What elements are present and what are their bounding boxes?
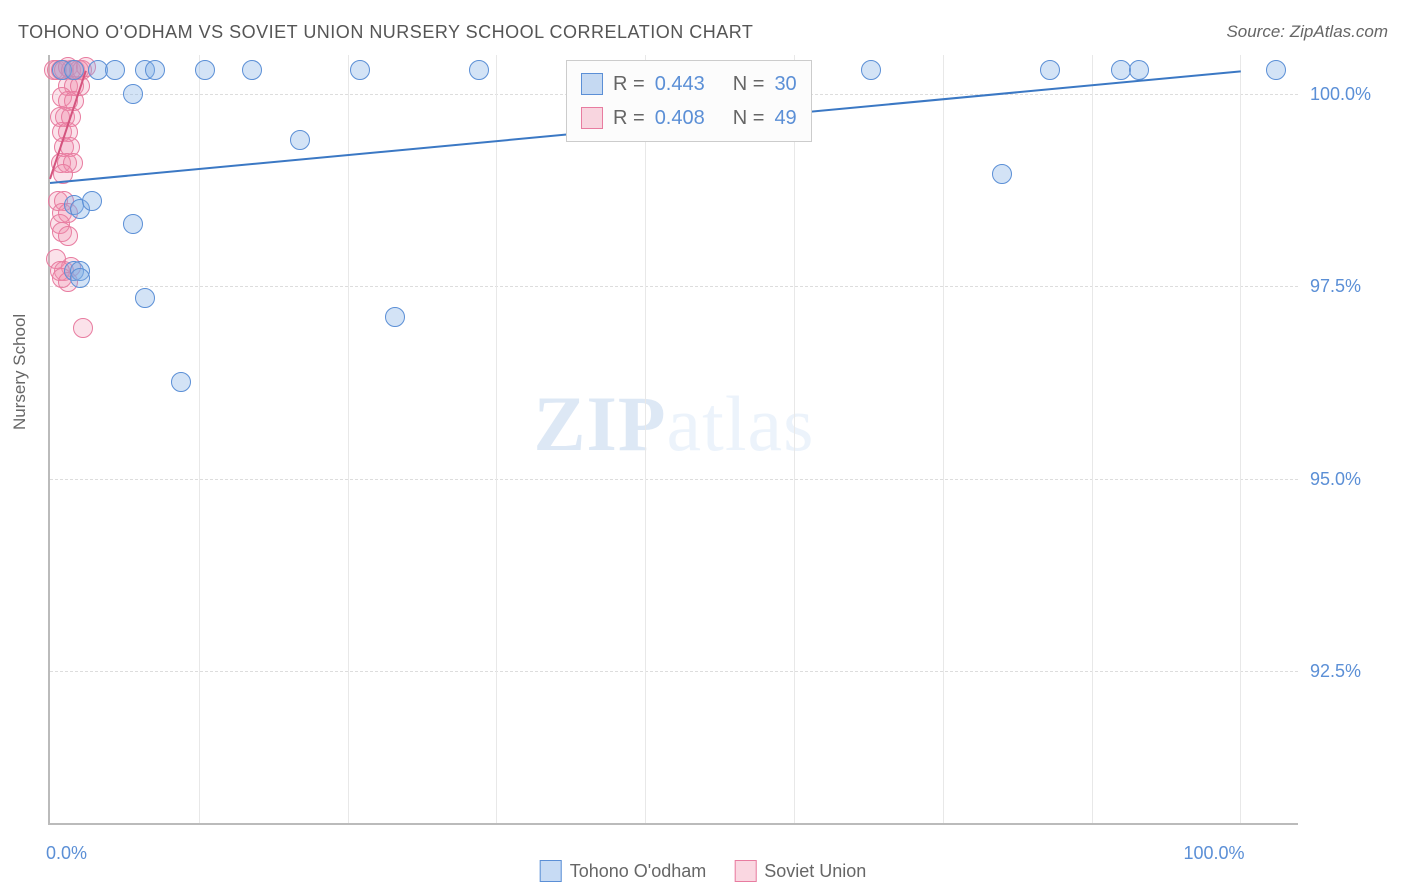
legend-item: Soviet Union: [734, 860, 866, 882]
scatter-point: [123, 84, 143, 104]
gridline-horizontal: [50, 671, 1298, 672]
stats-box: R = 0.443 N = 30 R = 0.408 N = 49: [566, 60, 812, 142]
gridline-vertical: [199, 55, 200, 823]
gridline-vertical: [943, 55, 944, 823]
scatter-point: [70, 268, 90, 288]
watermark-light: atlas: [667, 380, 815, 467]
scatter-point: [1266, 60, 1286, 80]
gridline-vertical: [794, 55, 795, 823]
correlation-chart: TOHONO O'ODHAM VS SOVIET UNION NURSERY S…: [0, 0, 1406, 892]
stat-r-value: 0.443: [655, 67, 705, 101]
scatter-point: [64, 60, 84, 80]
scatter-point: [861, 60, 881, 80]
stat-row: R = 0.408 N = 49: [581, 101, 797, 135]
scatter-point: [350, 60, 370, 80]
scatter-point: [123, 214, 143, 234]
y-tick-label: 100.0%: [1310, 84, 1390, 105]
legend-swatch-icon: [734, 860, 756, 882]
y-axis-label: Nursery School: [10, 314, 30, 430]
stat-n-value: 49: [774, 101, 796, 135]
chart-title: TOHONO O'ODHAM VS SOVIET UNION NURSERY S…: [18, 22, 753, 43]
legend-item: Tohono O'odham: [540, 860, 707, 882]
scatter-point: [242, 60, 262, 80]
gridline-horizontal: [50, 479, 1298, 480]
gridline-vertical: [645, 55, 646, 823]
stat-n-label: N =: [733, 67, 765, 101]
scatter-point: [469, 60, 489, 80]
scatter-point: [82, 191, 102, 211]
scatter-point: [58, 226, 78, 246]
y-tick-label: 92.5%: [1310, 661, 1390, 682]
y-tick-label: 95.0%: [1310, 469, 1390, 490]
scatter-point: [195, 60, 215, 80]
stat-r-label: R =: [613, 101, 645, 135]
stat-swatch-icon: [581, 107, 603, 129]
scatter-point: [145, 60, 165, 80]
x-tick-label: 0.0%: [46, 843, 87, 864]
source-label: Source: ZipAtlas.com: [1226, 22, 1388, 42]
scatter-point: [290, 130, 310, 150]
scatter-point: [1129, 60, 1149, 80]
scatter-point: [73, 318, 93, 338]
stat-r-value: 0.408: [655, 101, 705, 135]
scatter-point: [171, 372, 191, 392]
gridline-vertical: [1092, 55, 1093, 823]
gridline-vertical: [348, 55, 349, 823]
y-tick-label: 97.5%: [1310, 276, 1390, 297]
scatter-point: [135, 288, 155, 308]
scatter-point: [105, 60, 125, 80]
scatter-point: [385, 307, 405, 327]
watermark: ZIPatlas: [534, 379, 815, 469]
x-tick-label: 100.0%: [1183, 843, 1244, 864]
watermark-bold: ZIP: [534, 380, 667, 467]
legend-swatch-icon: [540, 860, 562, 882]
stat-r-label: R =: [613, 67, 645, 101]
gridline-vertical: [1240, 55, 1241, 823]
scatter-point: [992, 164, 1012, 184]
scatter-point: [1040, 60, 1060, 80]
legend-label: Tohono O'odham: [570, 861, 707, 882]
stat-n-value: 30: [774, 67, 796, 101]
stat-n-label: N =: [733, 101, 765, 135]
stat-row: R = 0.443 N = 30: [581, 67, 797, 101]
gridline-horizontal: [50, 286, 1298, 287]
gridline-vertical: [496, 55, 497, 823]
stat-swatch-icon: [581, 73, 603, 95]
plot-area: ZIPatlas: [48, 55, 1298, 825]
legend: Tohono O'odham Soviet Union: [540, 860, 867, 882]
legend-label: Soviet Union: [764, 861, 866, 882]
